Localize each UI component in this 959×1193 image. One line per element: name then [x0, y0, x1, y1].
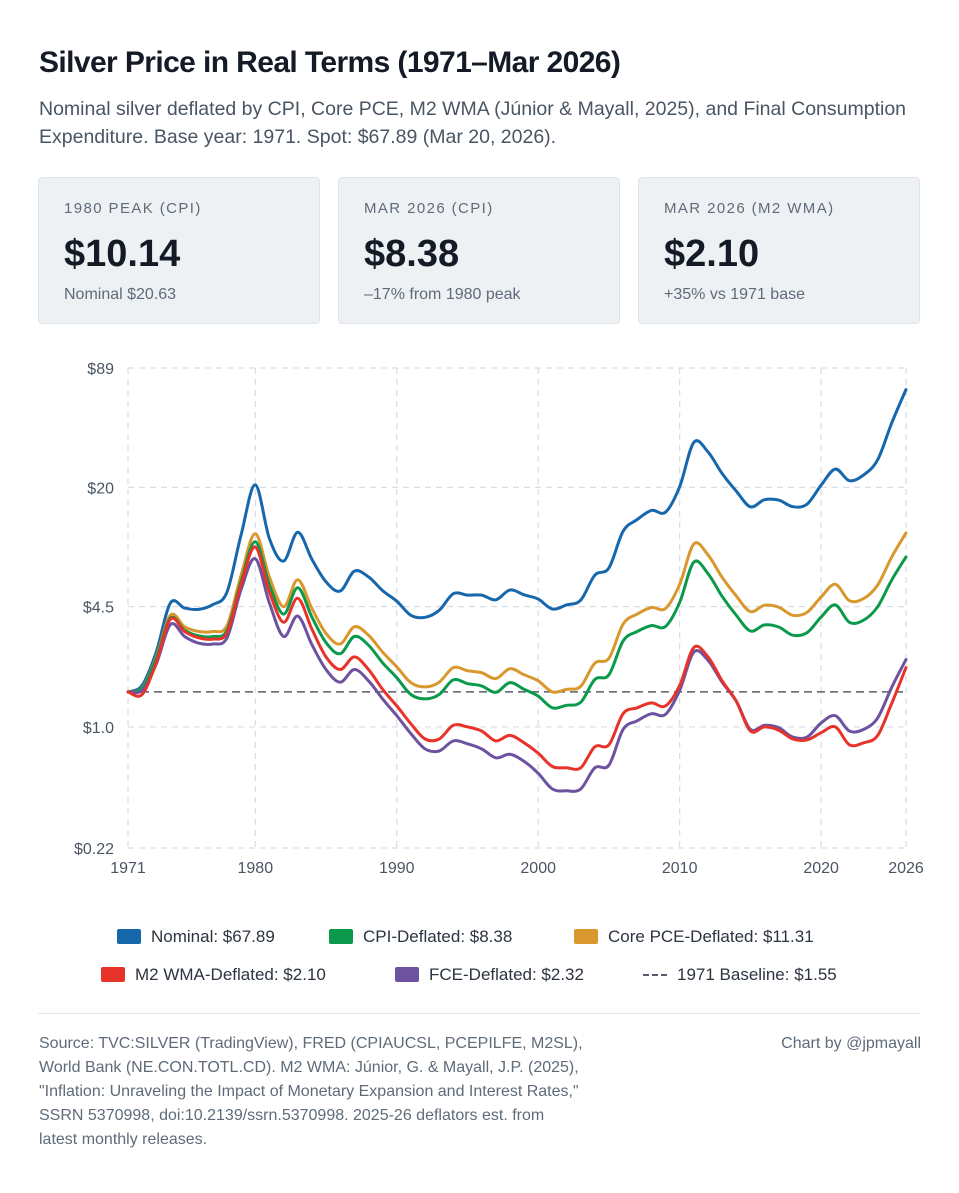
stat-card-value: $10.14	[64, 233, 181, 275]
stat-card-value: $8.38	[364, 233, 460, 275]
legend-label: Nominal: $67.89	[151, 927, 275, 946]
footer-divider	[38, 1013, 921, 1014]
x-tick-label: 2000	[520, 860, 556, 877]
stat-card-mar-2026-cpi: MAR 2026 (CPI) $8.38 –17% from 1980 peak	[338, 177, 620, 324]
legend-swatch-cpi	[329, 929, 353, 944]
legend-label: CPI-Deflated: $8.38	[363, 927, 513, 946]
source-line: SSRN 5370998, doi:10.2139/ssrn.5370998. …	[39, 1107, 545, 1124]
stat-card-1980-peak: 1980 PEAK (CPI) $10.14 Nominal $20.63	[38, 177, 320, 324]
stat-card-value: $2.10	[664, 233, 760, 275]
series-line-cpi-deflated	[126, 540, 908, 710]
legend-swatch-nominal	[117, 929, 141, 944]
series-line-m2-wma-deflated	[126, 545, 908, 771]
y-tick-label: $1.0	[83, 720, 114, 737]
stat-card-label: 1980 PEAK (CPI)	[64, 200, 202, 217]
legend-swatch-core-pce	[574, 929, 598, 944]
chart-grid	[127, 367, 907, 849]
y-tick-label: $0.22	[74, 841, 114, 858]
series-line-fce-deflated	[126, 557, 908, 793]
legend-swatch-m2-wma	[101, 967, 125, 982]
page-subtitle: Nominal silver deflated by CPI, Core PCE…	[39, 98, 907, 148]
stat-card-label: MAR 2026 (CPI)	[364, 200, 494, 217]
legend-label: 1971 Baseline: $1.55	[677, 965, 837, 984]
source-line: latest monthly releases.	[39, 1131, 208, 1148]
stat-card-note: –17% from 1980 peak	[364, 286, 521, 303]
stat-card-mar-2026-m2: MAR 2026 (M2 WMA) $2.10 +35% vs 1971 bas…	[638, 177, 920, 324]
x-tick-label: 1980	[238, 860, 274, 877]
source-line: "Inflation: Unraveling the Impact of Mon…	[39, 1083, 579, 1100]
page-title: Silver Price in Real Terms (1971–Mar 202…	[39, 46, 621, 79]
legend-label: FCE-Deflated: $2.32	[429, 965, 584, 984]
legend-label: M2 WMA-Deflated: $2.10	[135, 965, 326, 984]
x-tick-label: 1990	[379, 860, 415, 877]
legend-label: Core PCE-Deflated: $11.31	[608, 927, 814, 946]
series-line-nominal	[126, 388, 908, 694]
x-tick-label: 2020	[803, 860, 839, 877]
series-layer	[126, 388, 908, 793]
y-tick-label: $20	[87, 480, 114, 497]
chart-axes: $0.22 $1.0 $4.5 $20 $89 1971 1980 1990 2000 2010 2…	[74, 361, 924, 877]
source-line: World Bank (NE.CON.TOTL.CD). M2 WMA: Jún…	[39, 1059, 579, 1076]
stat-card-label: MAR 2026 (M2 WMA)	[664, 200, 835, 217]
y-tick-label: $89	[87, 361, 114, 378]
x-tick-label: 1971	[110, 860, 146, 877]
legend-swatch-baseline	[643, 974, 667, 976]
source-note: Source: TVC:SILVER (TradingView), FRED (…	[39, 1032, 689, 1152]
legend-swatch-fce	[395, 967, 419, 982]
chart-credit: Chart by @jpmayall	[781, 1035, 921, 1052]
stat-card-note: +35% vs 1971 base	[664, 286, 805, 303]
x-tick-label: 2010	[662, 860, 698, 877]
y-tick-label: $4.5	[83, 600, 114, 617]
series-line-core-pce-deflated	[126, 531, 908, 694]
line-chart: $0.22 $1.0 $4.5 $20 $89 1971 1980 1990 2000 2010 2…	[74, 361, 924, 877]
stat-card-note: Nominal $20.63	[64, 286, 177, 303]
stat-cards: 1980 PEAK (CPI) $10.14 Nominal $20.63 MA…	[38, 177, 921, 326]
x-tick-label: 2026	[888, 860, 924, 877]
source-line: Source: TVC:SILVER (TradingView), FRED (…	[39, 1035, 583, 1052]
